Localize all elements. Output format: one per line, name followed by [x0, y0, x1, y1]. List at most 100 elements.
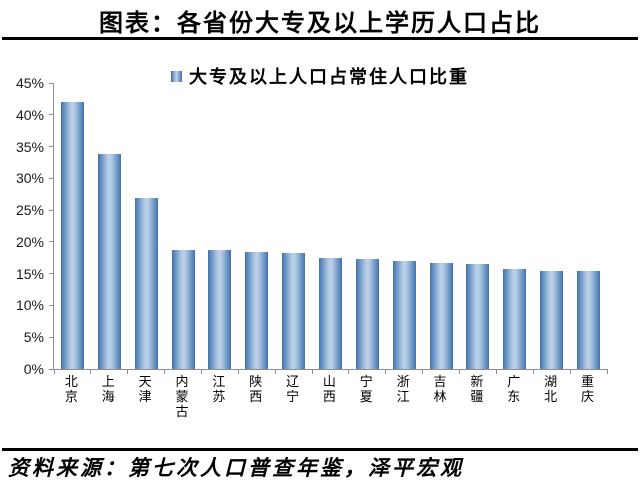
- x-axis-label: 吉林: [433, 374, 447, 404]
- x-label-slot: 湖北: [532, 374, 569, 420]
- bar-山西: [318, 258, 342, 369]
- x-axis-label: 重庆: [580, 374, 594, 404]
- bar-湖北: [540, 270, 564, 369]
- x-axis-label: 广东: [507, 374, 521, 404]
- legend: 大专及以上人口占常住人口比重: [0, 63, 640, 89]
- x-tick: [164, 369, 166, 374]
- x-label-slot: 上海: [90, 374, 127, 420]
- x-tick: [53, 369, 55, 374]
- bar-重庆: [576, 271, 600, 369]
- x-tick: [569, 369, 571, 374]
- x-tick: [606, 369, 608, 374]
- bar-slot: [128, 83, 165, 369]
- x-label-slot: 新疆: [458, 374, 495, 420]
- y-axis-label: 40%: [15, 106, 44, 123]
- x-axis-label: 山西: [322, 374, 336, 404]
- y-axis-label: 25%: [15, 202, 44, 219]
- bar-slot: [54, 83, 91, 369]
- bar-slot: [423, 83, 460, 369]
- x-label-slot: 浙江: [385, 374, 422, 420]
- x-label-slot: 山西: [311, 374, 348, 420]
- y-axis-label: 5%: [23, 329, 44, 346]
- y-axis-labels: 0% 5% 10% 15% 20% 25% 30% 35% 40% 45%: [0, 75, 44, 377]
- x-tick: [200, 369, 202, 374]
- bar-广东: [503, 269, 527, 369]
- bar-吉林: [429, 262, 453, 369]
- x-label-slot: 天津: [127, 374, 164, 420]
- bar-宁夏: [355, 259, 379, 369]
- y-tick: [49, 177, 54, 179]
- x-axis-label: 辽宁: [286, 374, 300, 404]
- x-tick: [274, 369, 276, 374]
- bottom-divider: [2, 448, 638, 451]
- x-tick: [237, 369, 239, 374]
- bar-slot: [496, 83, 533, 369]
- y-axis-label: 20%: [15, 233, 44, 250]
- x-label-slot: 辽宁: [274, 374, 311, 420]
- y-axis-label: 45%: [15, 75, 44, 91]
- x-axis-label: 天津: [138, 374, 152, 404]
- x-axis-label: 上海: [101, 374, 115, 404]
- bar-陕西: [245, 252, 269, 369]
- top-divider: [2, 37, 638, 40]
- x-axis-label: 浙江: [396, 374, 410, 404]
- y-axis-label: 35%: [15, 138, 44, 155]
- x-tick: [127, 369, 129, 374]
- x-axis-labels: 北京 上海 天津 内蒙古 江苏 陕西 辽宁 山西 宁夏 浙江 吉林 新疆 广东 湖北 重庆: [53, 374, 606, 420]
- legend-marker-icon: [171, 70, 182, 82]
- bar-slot: [312, 83, 349, 369]
- y-tick: [49, 368, 54, 370]
- y-tick: [49, 146, 54, 148]
- bar-slot: [165, 83, 202, 369]
- x-tick: [422, 369, 424, 374]
- plot-area: [49, 82, 608, 374]
- x-label-slot: 内蒙古: [164, 374, 201, 420]
- x-label-slot: 江苏: [200, 374, 237, 420]
- bar-slot: [386, 83, 423, 369]
- x-tick: [90, 369, 92, 374]
- source-note: 资料来源：第七次人口普查年鉴，泽平宏观: [8, 456, 464, 480]
- bar-slot: [349, 83, 386, 369]
- x-label-slot: 广东: [495, 374, 532, 420]
- y-tick: [49, 336, 54, 338]
- x-axis-label: 陕西: [249, 374, 263, 404]
- bar-新疆: [466, 264, 490, 369]
- y-axis-label: 0%: [23, 361, 44, 377]
- x-axis-label: 宁夏: [359, 374, 373, 404]
- x-axis-label: 江苏: [212, 374, 226, 404]
- x-axis-label: 新疆: [470, 374, 484, 404]
- x-tick: [459, 369, 461, 374]
- y-tick: [49, 273, 54, 275]
- bar-slot: [201, 83, 238, 369]
- y-tick: [49, 209, 54, 211]
- bar-slot: [570, 83, 607, 369]
- x-tick: [532, 369, 534, 374]
- bar-slot: [91, 83, 128, 369]
- x-axis-label: 北京: [64, 374, 78, 404]
- legend-label: 大专及以上人口占常住人口比重: [189, 67, 469, 87]
- y-tick: [49, 82, 54, 84]
- x-tick: [495, 369, 497, 374]
- x-tick: [311, 369, 313, 374]
- bar-slot: [238, 83, 275, 369]
- bar-slot: [533, 83, 570, 369]
- bar-北京: [60, 102, 84, 369]
- bar-slot: [275, 83, 312, 369]
- x-label-slot: 吉林: [422, 374, 459, 420]
- bar-江苏: [208, 250, 232, 369]
- y-tick: [49, 241, 54, 243]
- x-label-slot: 重庆: [569, 374, 606, 420]
- bar-浙江: [392, 260, 416, 369]
- x-axis-label: 内蒙古: [175, 374, 189, 419]
- x-tick: [348, 369, 350, 374]
- bar-辽宁: [282, 253, 306, 369]
- x-tick: [385, 369, 387, 374]
- x-label-slot: 陕西: [237, 374, 274, 420]
- bar-上海: [97, 153, 121, 369]
- bar-series: [54, 83, 607, 369]
- x-label-slot: 北京: [53, 374, 90, 420]
- y-axis-label: 10%: [15, 297, 44, 314]
- y-axis-label: 30%: [15, 170, 44, 187]
- y-tick: [49, 114, 54, 116]
